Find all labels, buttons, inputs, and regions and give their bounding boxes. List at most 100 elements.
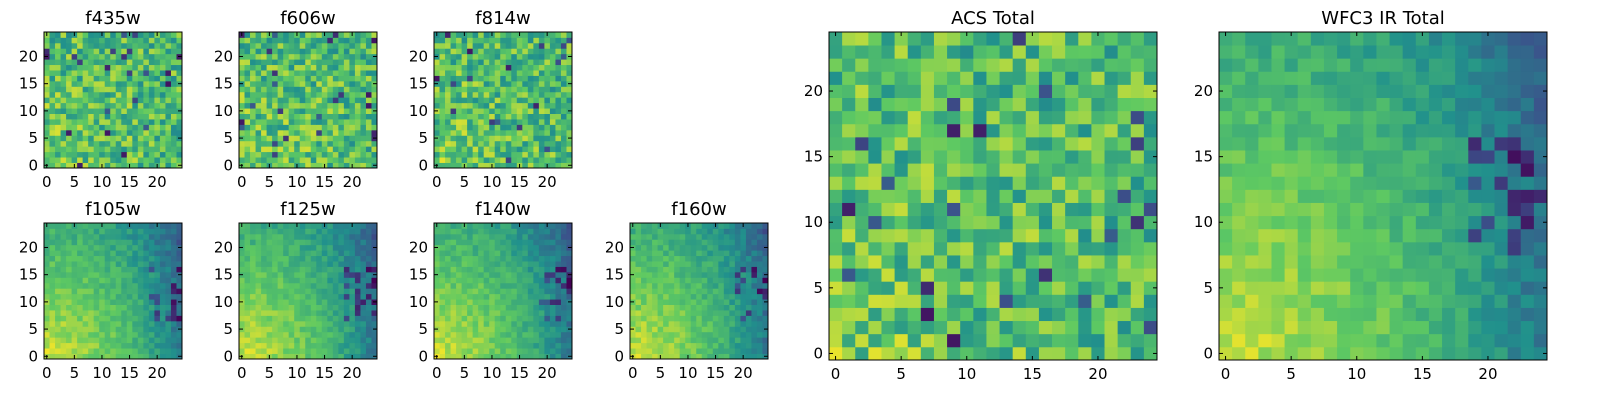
heatmap-cell <box>483 53 490 60</box>
heatmap-cell <box>338 320 345 327</box>
heatmap-cell <box>354 70 361 76</box>
heatmap-cell <box>456 320 462 327</box>
heatmap-cell <box>71 146 78 153</box>
heatmap-cell <box>365 157 372 163</box>
heatmap-cell <box>986 294 1000 308</box>
heatmap-cell <box>294 91 301 98</box>
heatmap-cell <box>371 91 378 98</box>
heatmap-cell <box>701 244 708 251</box>
heatmap-cell <box>55 64 61 71</box>
heatmap-cell <box>371 48 378 55</box>
heatmap-cell <box>343 108 350 114</box>
heatmap-cell <box>255 348 262 354</box>
heatmap-cell <box>266 37 273 44</box>
heatmap-cell <box>272 70 279 76</box>
heatmap-cell <box>294 64 301 71</box>
heatmap-cell <box>549 37 556 44</box>
x-tick-label: 15 <box>510 364 529 382</box>
heatmap-cell <box>239 348 245 354</box>
heatmap-cell <box>99 135 106 142</box>
heatmap-cell <box>445 64 451 71</box>
heatmap-cell <box>250 304 256 311</box>
heatmap-cell <box>88 320 95 327</box>
heatmap-cell <box>261 228 267 235</box>
heatmap-cell <box>745 244 752 251</box>
heatmap-cell <box>137 42 144 49</box>
heatmap-cell <box>143 64 150 71</box>
heatmap-cell <box>516 304 523 311</box>
heatmap-cell <box>461 228 468 235</box>
heatmap-cell <box>126 75 133 82</box>
heatmap-cell <box>338 288 345 295</box>
heatmap-cell <box>920 268 935 282</box>
heatmap-cell <box>55 42 61 49</box>
heatmap-cell <box>679 266 686 273</box>
heatmap-cell <box>148 70 155 76</box>
heatmap-cell <box>66 250 72 257</box>
heatmap-cell <box>244 70 251 76</box>
heatmap-cell <box>1104 346 1119 361</box>
heatmap-cell <box>176 32 183 38</box>
heatmap-cell <box>538 244 545 251</box>
heatmap-cell <box>239 70 245 76</box>
heatmap-cell <box>489 146 496 153</box>
heatmap-cell <box>756 348 763 354</box>
heatmap-cell <box>354 53 361 60</box>
heatmap-cell <box>734 331 741 338</box>
x-tick-label: 15 <box>315 173 334 191</box>
heatmap-cell <box>652 299 658 305</box>
heatmap-cell <box>277 42 284 49</box>
heatmap-cell <box>115 261 122 267</box>
heatmap-cell <box>60 244 67 251</box>
heatmap-cell <box>555 64 562 71</box>
heatmap-cell <box>360 342 367 349</box>
heatmap-cell <box>560 310 567 316</box>
heatmap-cell <box>533 337 540 344</box>
heatmap-cell <box>461 37 468 44</box>
heatmap-cell <box>472 282 479 289</box>
heatmap-cell <box>299 119 306 125</box>
heatmap-cell <box>99 53 106 60</box>
heatmap-cell <box>266 342 273 349</box>
heatmap-cell <box>986 163 1000 177</box>
heatmap-cell <box>371 277 378 284</box>
heatmap-cell <box>641 326 647 333</box>
heatmap-cell <box>137 32 144 38</box>
heatmap-cell <box>104 228 111 235</box>
heatmap-cell <box>170 310 177 316</box>
heatmap-cell <box>1038 307 1053 322</box>
heatmap-cell <box>332 288 339 295</box>
heatmap-cell <box>349 233 356 240</box>
heatmap-cell <box>272 75 279 82</box>
heatmap-cell <box>1065 228 1079 243</box>
heatmap-cell <box>434 64 440 71</box>
heatmap-cell <box>538 75 545 82</box>
heatmap-cell <box>729 288 736 295</box>
heatmap-cell <box>255 288 262 295</box>
heatmap-cell <box>159 326 166 333</box>
heatmap-cell <box>154 80 161 87</box>
heatmap-cell <box>49 326 56 333</box>
heatmap-cell <box>467 129 474 136</box>
heatmap-cell <box>718 255 725 262</box>
heatmap-cell <box>104 37 111 44</box>
heatmap-cell <box>316 223 323 229</box>
heatmap-cell <box>729 353 736 360</box>
heatmap-cell <box>137 151 144 158</box>
heatmap-cell <box>630 255 636 262</box>
heatmap-cell <box>920 228 935 243</box>
heatmap-cell <box>505 97 512 104</box>
heatmap-cell <box>1052 176 1066 190</box>
heatmap-cell <box>154 108 161 114</box>
heatmap-cell <box>71 282 78 289</box>
heatmap-cell <box>310 223 317 229</box>
heatmap-cell <box>154 146 161 153</box>
heatmap-cell <box>868 320 882 335</box>
heatmap-cell <box>77 353 84 360</box>
heatmap-cell <box>635 223 642 229</box>
heatmap-cell <box>907 346 922 361</box>
heatmap-cell <box>93 239 100 246</box>
heatmap-cell <box>712 331 719 338</box>
heatmap-cell <box>679 337 686 344</box>
heatmap-cell <box>500 342 507 349</box>
